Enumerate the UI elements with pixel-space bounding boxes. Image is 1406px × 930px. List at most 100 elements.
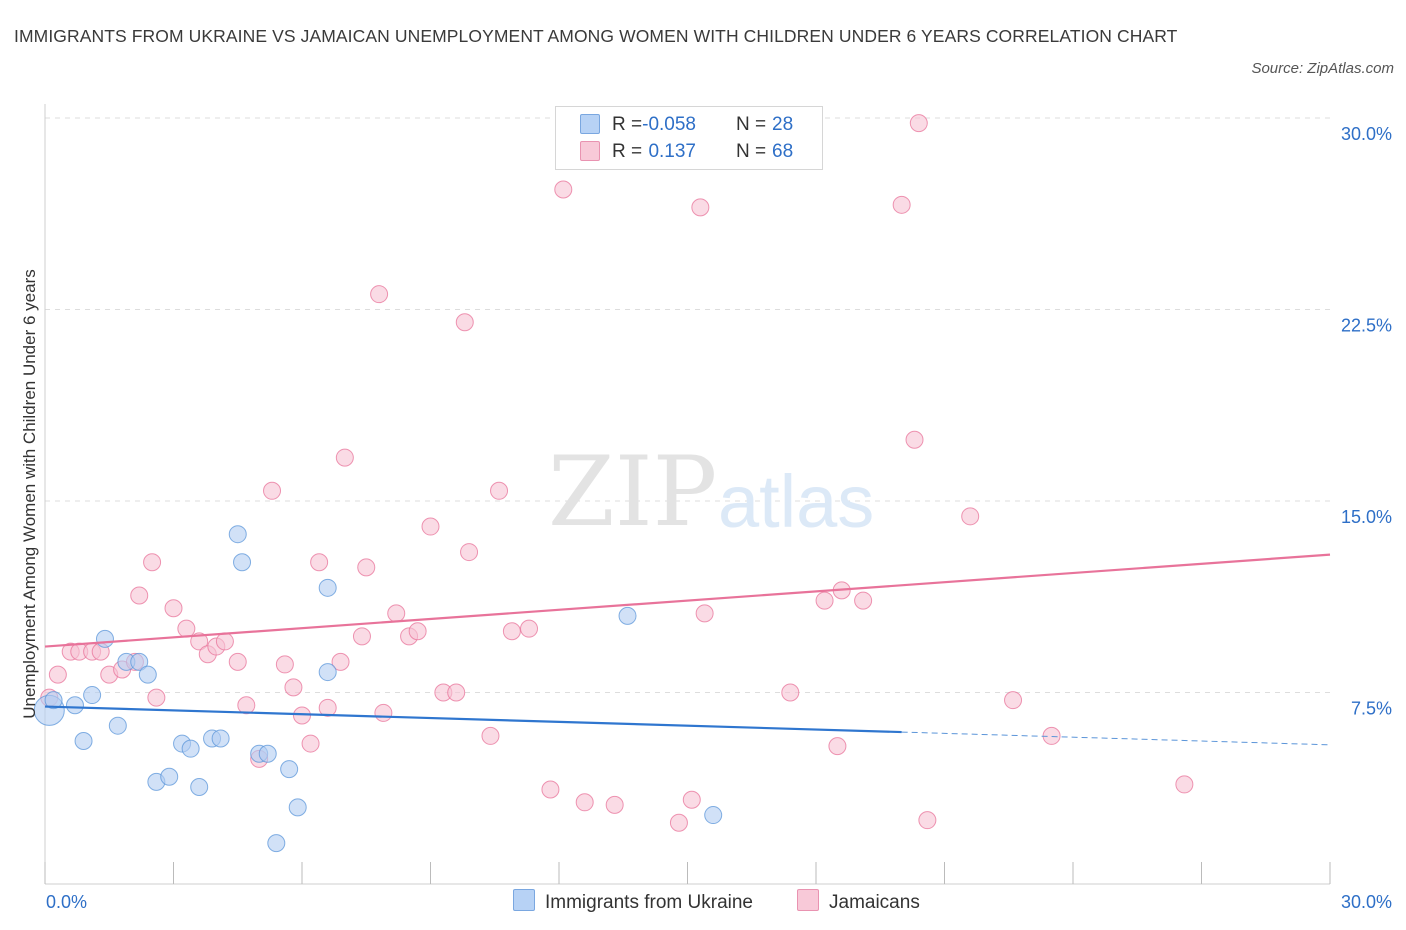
jamaican-point bbox=[918, 811, 937, 830]
ukraine-point bbox=[211, 729, 230, 748]
trend-lines bbox=[44, 553, 1331, 746]
jamaican-point bbox=[147, 688, 166, 707]
axes bbox=[44, 104, 1331, 885]
ukraine-point bbox=[65, 696, 84, 715]
n-label: N = bbox=[736, 141, 767, 162]
ukraine-point bbox=[318, 663, 337, 682]
r-label: R = bbox=[612, 114, 643, 135]
jamaican-point bbox=[164, 599, 183, 618]
legend-label-ukraine: Immigrants from Ukraine bbox=[545, 892, 753, 913]
chart-title: IMMIGRANTS FROM UKRAINE VS JAMAICAN UNEM… bbox=[14, 26, 1178, 46]
jamaican-point bbox=[143, 553, 162, 572]
jamaican-point bbox=[318, 698, 337, 717]
tick-labels: 7.5% 15.0% 22.5% 30.0% 0.0% 30.0% bbox=[46, 124, 1392, 912]
r-label: R = bbox=[612, 141, 643, 162]
ukraine-point bbox=[160, 767, 179, 786]
ukraine-point bbox=[288, 798, 307, 817]
jamaican-point bbox=[691, 198, 710, 217]
watermark-atlas: atlas bbox=[718, 460, 874, 543]
ukraine-point bbox=[318, 578, 337, 597]
jamaican-point bbox=[815, 591, 834, 610]
jamaican-point bbox=[455, 313, 474, 332]
ukraine-trend-line bbox=[44, 705, 902, 734]
y-tick-label: 30.0% bbox=[1341, 124, 1392, 144]
legend-row-ukraine: R = -0.058 N = 28 bbox=[580, 114, 793, 138]
jamaican-point bbox=[310, 553, 329, 572]
jamaican-point bbox=[961, 507, 980, 526]
jamaican-point bbox=[48, 665, 67, 684]
jamaican-point bbox=[284, 678, 303, 697]
ukraine-point bbox=[228, 525, 247, 544]
jamaican-point bbox=[263, 481, 282, 500]
jamaican-point bbox=[905, 430, 924, 449]
n-value: 68 bbox=[772, 141, 794, 162]
jamaican-point bbox=[408, 622, 427, 641]
jamaican-point bbox=[520, 619, 539, 638]
ukraine-point bbox=[95, 629, 114, 648]
jamaican-point bbox=[502, 622, 521, 641]
jamaican-point bbox=[421, 517, 440, 536]
x-tick-label: 0.0% bbox=[46, 892, 87, 912]
jamaican-point bbox=[575, 793, 594, 812]
jamaican-point bbox=[370, 285, 389, 304]
jamaican-trend-line bbox=[44, 553, 1331, 648]
jamaican-point bbox=[481, 726, 500, 745]
ukraine-point bbox=[108, 716, 127, 735]
ukraine-point bbox=[130, 652, 149, 671]
jamaican-point bbox=[854, 591, 873, 610]
legend-swatch-pink bbox=[797, 889, 819, 911]
ukraine-trend-extension bbox=[901, 731, 1331, 746]
n-value: 28 bbox=[772, 114, 794, 135]
jamaican-point bbox=[331, 652, 350, 671]
jamaican-point bbox=[490, 481, 509, 500]
ukraine-point bbox=[44, 691, 63, 710]
source-label: Source: ZipAtlas.com bbox=[1251, 60, 1394, 77]
jamaican-point bbox=[301, 734, 320, 753]
jamaican-point bbox=[1175, 775, 1194, 794]
ukraine-point bbox=[74, 732, 93, 751]
ukraine-point bbox=[233, 553, 252, 572]
r-value: 0.137 bbox=[648, 141, 696, 162]
ukraine-point bbox=[258, 744, 277, 763]
y-axis-label: Unemployment Among Women with Children U… bbox=[20, 269, 39, 718]
jamaican-point bbox=[781, 683, 800, 702]
jamaican-point bbox=[892, 195, 911, 214]
jamaican-point bbox=[605, 795, 624, 814]
jamaican-point bbox=[130, 586, 149, 605]
jamaican-point bbox=[275, 655, 294, 674]
jamaican-point bbox=[387, 604, 406, 623]
r-value: -0.058 bbox=[642, 114, 696, 135]
legend-row-jamaicans: R = 0.137 N = 68 bbox=[580, 141, 793, 165]
jamaican-point bbox=[177, 619, 196, 638]
jamaican-point bbox=[1004, 691, 1023, 710]
n-label: N = bbox=[736, 114, 767, 135]
legend-label-jamaicans: Jamaicans bbox=[829, 892, 920, 913]
data-points bbox=[33, 114, 1194, 853]
jamaican-point bbox=[541, 780, 560, 799]
y-tick-label: 15.0% bbox=[1341, 507, 1392, 527]
jamaican-point bbox=[695, 604, 714, 623]
legend-swatch-blue bbox=[580, 114, 600, 134]
watermark-zip: ZIP bbox=[548, 436, 717, 548]
jamaican-point bbox=[190, 632, 209, 651]
legend-item-ukraine: Immigrants from Ukraine bbox=[513, 889, 753, 914]
ukraine-point bbox=[704, 806, 723, 825]
ukraine-point bbox=[181, 739, 200, 758]
jamaican-point bbox=[554, 180, 573, 199]
ukraine-point bbox=[267, 834, 286, 853]
y-tick-label: 7.5% bbox=[1351, 699, 1392, 719]
y-tick-label: 22.5% bbox=[1341, 316, 1392, 336]
ukraine-point bbox=[83, 686, 102, 705]
jamaican-point bbox=[357, 558, 376, 577]
jamaican-point bbox=[460, 543, 479, 562]
ukraine-point bbox=[190, 777, 209, 796]
jamaican-point bbox=[374, 703, 393, 722]
jamaican-point bbox=[682, 790, 701, 809]
legend-swatch-blue bbox=[513, 889, 535, 911]
grid-lines bbox=[45, 117, 1330, 693]
jamaican-point bbox=[669, 813, 688, 832]
jamaican-point bbox=[352, 627, 371, 646]
x-tick-label: 30.0% bbox=[1341, 892, 1392, 912]
ukraine-point bbox=[618, 606, 637, 625]
jamaican-point bbox=[828, 737, 847, 756]
